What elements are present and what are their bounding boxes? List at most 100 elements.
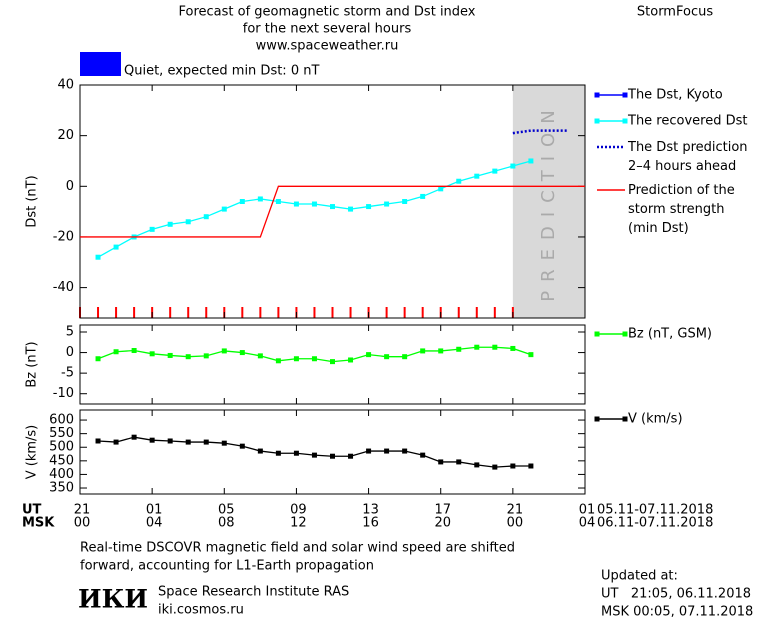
data-point	[528, 463, 534, 469]
x-tick-label-msk: 04	[146, 516, 163, 531]
y-tick-label: 600	[49, 413, 74, 428]
data-point	[438, 348, 444, 354]
data-point	[149, 226, 155, 232]
data-point	[510, 163, 516, 169]
data-point	[95, 254, 101, 260]
data-point	[95, 438, 101, 444]
y-axis-label: Bz (nT)	[25, 341, 40, 387]
data-point	[113, 349, 119, 355]
x-tick-label: 05	[218, 503, 235, 518]
data-point	[149, 351, 155, 357]
data-point	[474, 173, 480, 179]
x-tick-label-msk: 00	[74, 516, 91, 531]
data-point	[167, 221, 173, 227]
logo: ИКИ	[78, 585, 148, 614]
footnote: forward, accounting for L1-Earth propaga…	[80, 559, 374, 574]
data-point	[456, 346, 462, 352]
updated-msk: MSK 00:05, 07.11.2018	[601, 605, 753, 620]
data-point	[275, 358, 281, 364]
x-tick-label: 01	[579, 503, 596, 518]
updated-title: Updated at:	[601, 569, 678, 584]
prediction-zone	[512, 85, 585, 318]
data-point	[456, 459, 462, 465]
institute-url[interactable]: iki.cosmos.ru	[158, 603, 244, 618]
plot-frame	[79, 84, 586, 319]
legend-label: The recovered Dst	[627, 114, 747, 129]
data-point	[239, 350, 245, 356]
data-point	[203, 353, 209, 359]
legend-marker	[622, 92, 628, 98]
y-tick-label: 0	[66, 179, 74, 194]
data-point	[438, 186, 444, 192]
data-point	[167, 438, 173, 444]
x-tick-label-msk: 04	[579, 516, 596, 531]
data-point	[113, 244, 119, 250]
data-point	[474, 462, 480, 468]
institute: Space Research Institute RAS	[158, 585, 349, 600]
status-indicator	[80, 52, 121, 76]
data-point	[95, 356, 101, 362]
x-tick-label: 17	[434, 503, 451, 518]
x-tick-label: 13	[362, 503, 379, 518]
data-point	[348, 453, 354, 459]
plot-frame	[79, 409, 586, 495]
x-tick-label: 21	[507, 503, 524, 518]
data-point	[330, 204, 335, 210]
title-line: for the next several hours	[243, 22, 412, 37]
data-point	[492, 344, 498, 350]
data-point	[330, 359, 335, 365]
data-point	[221, 206, 227, 212]
data-point	[366, 204, 372, 210]
data-point	[366, 448, 372, 454]
legend-marker	[622, 416, 628, 422]
prediction-label: PREDICTION	[538, 101, 559, 301]
x-tick-label-msk: 16	[362, 516, 379, 531]
data-point	[420, 193, 426, 199]
data-point	[528, 158, 534, 164]
series-line	[97, 160, 532, 258]
x-tick-label-msk: 00	[507, 516, 524, 531]
legend-marker	[622, 118, 628, 124]
x-range-label: 05.11-07.11.2018	[597, 503, 713, 518]
data-point	[221, 440, 227, 446]
data-point	[348, 206, 354, 212]
data-point	[293, 201, 299, 207]
legend-marker	[594, 416, 600, 422]
x-range-label: 06.11-07.11.2018	[597, 516, 713, 531]
data-point	[528, 352, 534, 358]
data-point	[185, 439, 191, 445]
title-line: Forecast of geomagnetic storm and Dst in…	[178, 5, 475, 20]
data-point	[293, 356, 299, 362]
series-line	[80, 185, 585, 238]
plot-frame	[79, 324, 586, 405]
data-point	[275, 199, 281, 204]
data-point	[384, 448, 390, 454]
data-point	[311, 452, 317, 458]
y-tick-label: 40	[57, 78, 74, 93]
data-point	[257, 448, 263, 454]
x-tick-label-msk: 20	[434, 516, 451, 531]
data-point	[492, 464, 498, 470]
x-tick-label-msk: 08	[218, 516, 235, 531]
data-point	[293, 450, 299, 456]
y-axis-label: V (km/s)	[25, 425, 40, 480]
data-point	[167, 352, 173, 358]
data-point	[420, 348, 426, 354]
status-text: Quiet, expected min Dst: 0 nT	[124, 64, 319, 79]
legend-label: Bz (nT, GSM)	[628, 327, 712, 342]
legend-marker	[594, 92, 600, 98]
data-point	[239, 199, 245, 204]
data-point	[402, 448, 408, 454]
x-axis-label: UT	[22, 503, 42, 518]
x-tick-label: 01	[146, 503, 163, 518]
data-point	[402, 199, 408, 204]
legend-marker	[622, 331, 628, 337]
data-point	[492, 168, 498, 174]
y-tick-label: 20	[57, 128, 74, 143]
series-line	[512, 129, 567, 135]
legend-label: Prediction of the storm strength (min Dst)	[628, 183, 735, 236]
data-point	[311, 356, 317, 362]
series-line	[97, 436, 531, 468]
data-point	[275, 450, 281, 456]
